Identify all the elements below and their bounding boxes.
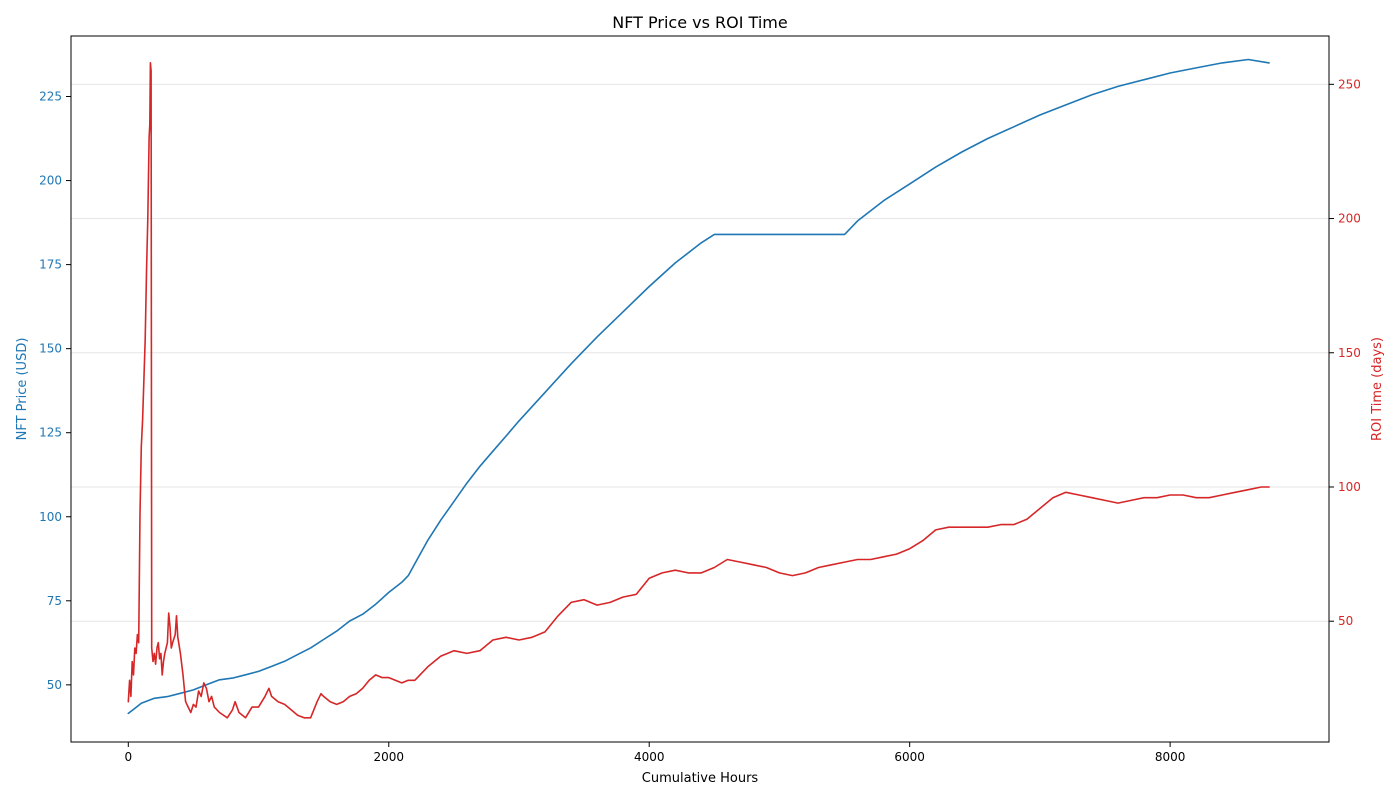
- plot-frame: [70, 35, 1330, 743]
- x-tick-label: 4000: [634, 750, 665, 764]
- right-axis-ticks: 50 100 150 200 250: [1329, 77, 1361, 628]
- roi-series-line: [127, 62, 1270, 719]
- left-tick-label: 200: [39, 174, 62, 188]
- left-tick-label: 50: [47, 678, 62, 692]
- right-axis-label: ROI Time (days): [1370, 337, 1385, 441]
- chart-title: NFT Price vs ROI Time: [612, 13, 787, 32]
- x-axis-ticks: 0 2000 4000 6000 8000: [124, 742, 1185, 764]
- series-layer: [127, 58, 1270, 719]
- left-tick-label: 175: [39, 258, 62, 272]
- right-tick-label: 50: [1338, 614, 1353, 628]
- left-tick-label: 225: [39, 90, 62, 104]
- left-tick-label: 150: [39, 342, 62, 356]
- left-tick-label: 75: [47, 594, 62, 608]
- right-tick-label: 100: [1338, 480, 1361, 494]
- left-axis-label: NFT Price (USD): [15, 338, 30, 441]
- left-tick-label: 100: [39, 510, 62, 524]
- x-tick-label: 2000: [373, 750, 404, 764]
- grid-layer: [71, 83, 1329, 622]
- right-tick-label: 200: [1338, 212, 1361, 226]
- right-tick-label: 250: [1338, 77, 1361, 91]
- x-tick-label: 8000: [1155, 750, 1186, 764]
- x-axis-label: Cumulative Hours: [642, 771, 759, 786]
- left-tick-label: 125: [39, 426, 62, 440]
- x-tick-label: 6000: [894, 750, 925, 764]
- right-tick-label: 150: [1338, 346, 1361, 360]
- left-axis-ticks: 50 75 100 125 150 175 200 225: [39, 90, 71, 692]
- price-series-line: [127, 58, 1270, 715]
- x-tick-label: 0: [124, 750, 132, 764]
